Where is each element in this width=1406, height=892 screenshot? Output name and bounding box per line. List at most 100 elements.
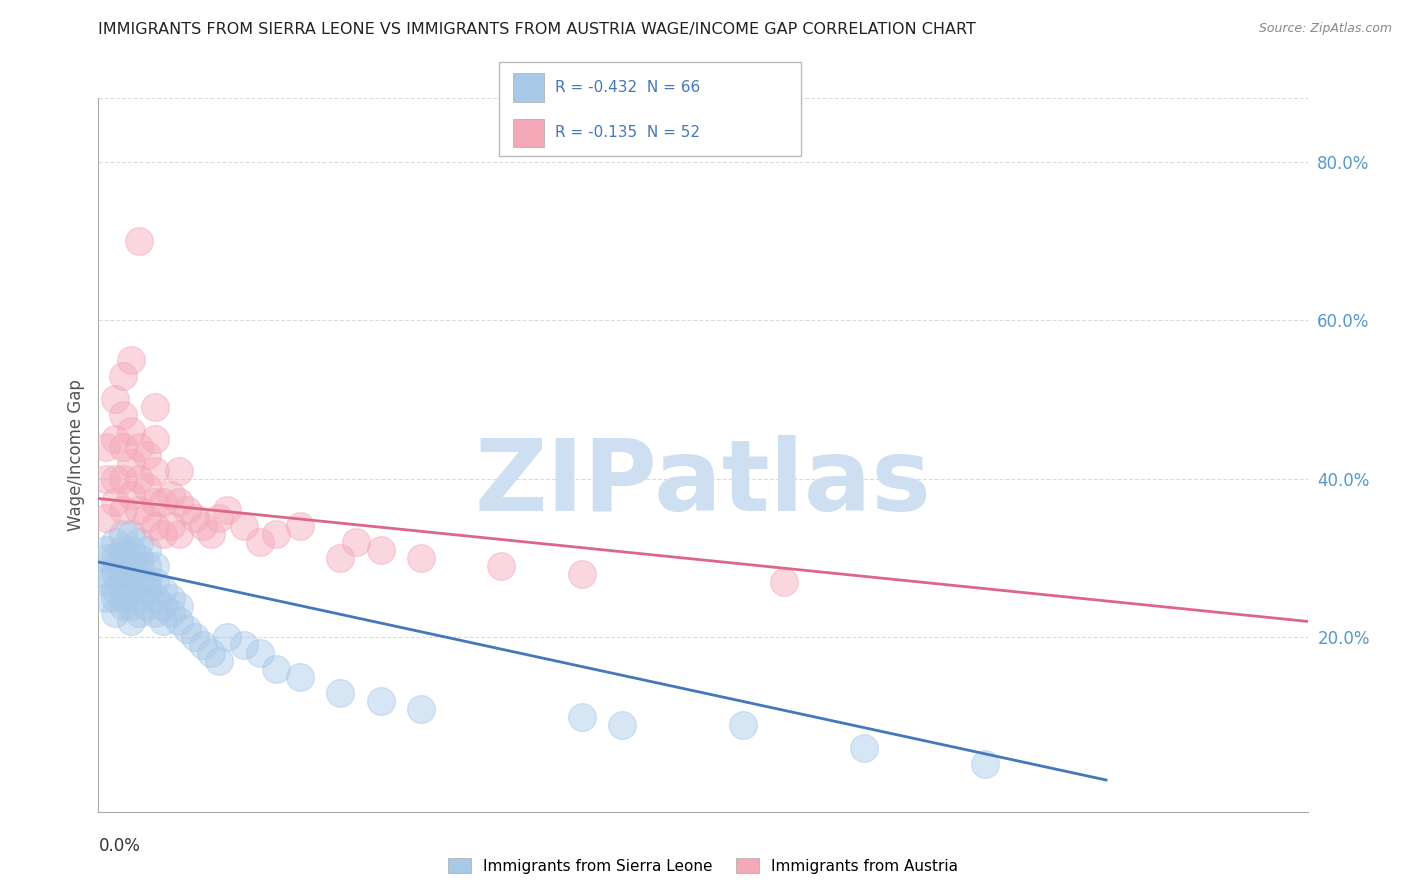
Point xyxy=(128,551,150,566)
Point xyxy=(120,558,142,573)
Point xyxy=(135,582,157,597)
Point xyxy=(96,591,118,605)
Point xyxy=(571,566,593,581)
Point xyxy=(152,599,174,613)
Point xyxy=(96,551,118,566)
Point xyxy=(184,511,207,525)
Text: R = -0.432  N = 66: R = -0.432 N = 66 xyxy=(555,80,700,95)
Point xyxy=(772,574,794,589)
Point xyxy=(143,591,166,605)
Point xyxy=(370,694,392,708)
Text: ZIPatlas: ZIPatlas xyxy=(475,435,931,532)
Point xyxy=(135,599,157,613)
Point xyxy=(103,551,125,566)
Point xyxy=(184,630,207,644)
Point xyxy=(143,401,166,415)
Point xyxy=(152,495,174,509)
Point xyxy=(974,757,997,772)
Point xyxy=(143,558,166,573)
Point xyxy=(96,543,118,558)
Point xyxy=(143,607,166,621)
Point xyxy=(128,503,150,517)
Point xyxy=(96,440,118,454)
Point xyxy=(160,487,183,501)
Point xyxy=(128,234,150,248)
Point xyxy=(143,432,166,446)
Point xyxy=(200,527,222,541)
Point xyxy=(120,352,142,367)
Point xyxy=(111,551,134,566)
Point xyxy=(167,464,190,478)
Point xyxy=(167,599,190,613)
Point xyxy=(232,519,254,533)
Point xyxy=(208,654,231,668)
Point xyxy=(344,535,367,549)
Point xyxy=(111,527,134,541)
Point xyxy=(111,409,134,423)
Point xyxy=(135,543,157,558)
Point xyxy=(143,464,166,478)
Point xyxy=(370,543,392,558)
Point xyxy=(96,566,118,581)
Point xyxy=(217,630,239,644)
Point xyxy=(120,615,142,629)
Point xyxy=(128,591,150,605)
Point xyxy=(612,717,634,731)
Point xyxy=(152,615,174,629)
Point xyxy=(128,607,150,621)
Point xyxy=(160,607,183,621)
Point xyxy=(128,535,150,549)
Point xyxy=(193,519,215,533)
Point xyxy=(160,591,183,605)
Point xyxy=(176,503,198,517)
Legend: Immigrants from Sierra Leone, Immigrants from Austria: Immigrants from Sierra Leone, Immigrants… xyxy=(441,852,965,880)
Point xyxy=(135,511,157,525)
Point xyxy=(103,535,125,549)
Point xyxy=(409,701,432,715)
Point xyxy=(176,623,198,637)
Point xyxy=(143,519,166,533)
Point xyxy=(160,519,183,533)
Point xyxy=(128,574,150,589)
Point xyxy=(128,472,150,486)
Point xyxy=(200,646,222,660)
Point xyxy=(249,646,271,660)
Point xyxy=(288,670,311,684)
Point xyxy=(571,709,593,723)
Point xyxy=(103,495,125,509)
Point xyxy=(135,448,157,462)
Point xyxy=(491,558,513,573)
Point xyxy=(111,591,134,605)
Point xyxy=(232,638,254,652)
Point xyxy=(853,741,876,756)
Point xyxy=(103,607,125,621)
Point xyxy=(120,582,142,597)
Point xyxy=(96,472,118,486)
Point xyxy=(111,566,134,581)
Point xyxy=(120,566,142,581)
Point xyxy=(733,717,755,731)
Point xyxy=(103,392,125,407)
Point xyxy=(103,566,125,581)
Point xyxy=(152,582,174,597)
Point xyxy=(111,472,134,486)
Point xyxy=(128,440,150,454)
Point xyxy=(143,495,166,509)
Point xyxy=(193,638,215,652)
Point xyxy=(249,535,271,549)
Point xyxy=(103,582,125,597)
Point xyxy=(329,551,352,566)
Text: 0.0%: 0.0% xyxy=(98,837,141,855)
Point xyxy=(128,558,150,573)
Point xyxy=(167,615,190,629)
Point xyxy=(264,662,287,676)
Point xyxy=(264,527,287,541)
Point xyxy=(167,527,190,541)
Point xyxy=(167,495,190,509)
Point xyxy=(103,558,125,573)
Text: IMMIGRANTS FROM SIERRA LEONE VS IMMIGRANTS FROM AUSTRIA WAGE/INCOME GAP CORRELAT: IMMIGRANTS FROM SIERRA LEONE VS IMMIGRAN… xyxy=(98,22,976,37)
Point xyxy=(111,574,134,589)
Point xyxy=(111,543,134,558)
Point xyxy=(111,599,134,613)
Point xyxy=(409,551,432,566)
